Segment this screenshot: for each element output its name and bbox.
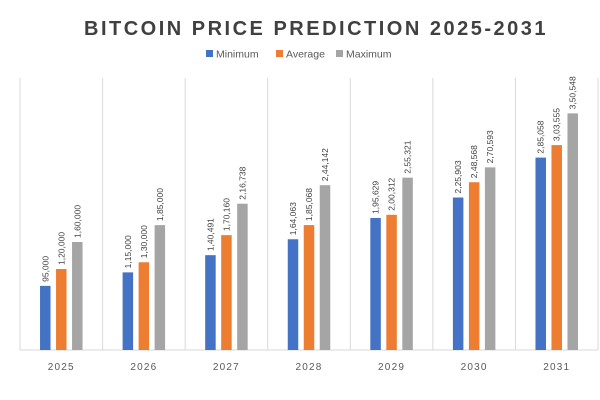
category-separators <box>19 78 599 350</box>
data-labels: 95,000 1,20,000 1,60,000 1,15,000 1,30,000 1,… <box>40 76 577 282</box>
legend-swatch-average <box>276 50 283 57</box>
bar-maximum-2029 <box>402 177 413 350</box>
x-tick-label-2030: 2030 <box>461 362 488 373</box>
data-label-minimum-2027: 1,40,491 <box>205 218 215 251</box>
x-tick-label-2028: 2028 <box>295 362 322 373</box>
x-tick-label-2027: 2027 <box>213 362 240 373</box>
data-label-average-2026: 1,30,000 <box>139 225 149 258</box>
x-tick-label-2029: 2029 <box>378 362 405 373</box>
x-tick-label-2025: 2025 <box>48 362 75 373</box>
data-label-minimum-2031: 2,85,058 <box>536 120 546 153</box>
data-label-minimum-2029: 1,95,629 <box>371 181 381 214</box>
bar-maximum-2027 <box>237 203 248 350</box>
legend-label-maximum: Maximum <box>346 49 392 61</box>
x-tick-label-2031: 2031 <box>543 362 570 373</box>
bar-average-2029 <box>386 214 397 350</box>
legend-label-average: Average <box>286 49 325 61</box>
data-label-average-2028: 1,85,068 <box>304 188 314 221</box>
data-label-maximum-2025: 1,60,000 <box>72 205 82 238</box>
data-label-average-2029: 2,00,312 <box>387 177 397 210</box>
legend-swatch-minimum <box>206 50 213 57</box>
bar-minimum-2031 <box>535 157 546 350</box>
data-label-maximum-2028: 2,44,142 <box>320 148 330 181</box>
bars <box>40 113 578 350</box>
data-label-minimum-2025: 95,000 <box>40 256 50 282</box>
data-label-minimum-2026: 1,15,000 <box>123 235 133 268</box>
bar-maximum-2030 <box>484 167 496 350</box>
data-label-average-2025: 1,20,000 <box>56 232 66 265</box>
bar-average-2027 <box>221 235 232 350</box>
x-axis-tick-labels: 2025 2026 2027 2028 2029 2030 2031 <box>48 362 570 373</box>
bar-average-2030 <box>468 182 480 350</box>
data-label-average-2031: 3,03,555 <box>552 108 562 141</box>
bar-minimum-2025 <box>40 285 51 350</box>
legend-swatch-maximum <box>336 50 343 57</box>
data-label-maximum-2027: 2,16,738 <box>237 166 247 199</box>
bar-average-2028 <box>303 225 315 350</box>
data-label-maximum-2030: 2,70,593 <box>485 130 495 163</box>
bar-average-2025 <box>56 269 67 350</box>
x-tick-label-2026: 2026 <box>130 362 157 373</box>
data-label-average-2027: 1,70,160 <box>221 198 231 231</box>
data-label-minimum-2028: 1,64,063 <box>288 202 298 235</box>
bar-minimum-2027 <box>205 255 216 350</box>
chart-title: BITCOIN PRICE PREDICTION 2025-2031 <box>84 18 548 40</box>
data-label-maximum-2026: 1,85,000 <box>155 188 165 221</box>
bar-minimum-2028 <box>287 239 299 350</box>
data-label-average-2030: 2,48,568 <box>469 145 479 178</box>
chart-legend: Minimum Average Maximum <box>206 49 392 61</box>
bar-minimum-2026 <box>122 272 134 350</box>
bar-maximum-2026 <box>154 225 166 350</box>
bar-maximum-2028 <box>319 185 331 350</box>
bar-minimum-2029 <box>370 217 381 350</box>
data-label-maximum-2031: 3,50,548 <box>568 76 578 109</box>
bar-average-2031 <box>551 145 562 350</box>
legend-label-minimum: Minimum <box>216 49 259 61</box>
bar-maximum-2031 <box>567 113 578 350</box>
bar-minimum-2030 <box>452 197 464 350</box>
data-label-maximum-2029: 2,55,321 <box>403 140 413 173</box>
bar-maximum-2025 <box>72 242 83 350</box>
bar-average-2026 <box>138 262 150 350</box>
data-label-minimum-2030: 2,25,903 <box>453 160 463 193</box>
